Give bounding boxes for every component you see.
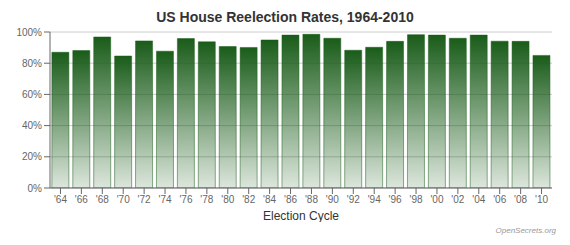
svg-text:'96: '96	[389, 194, 402, 205]
svg-text:'78: '78	[200, 194, 213, 205]
svg-text:'92: '92	[347, 194, 360, 205]
svg-text:'86: '86	[284, 194, 297, 205]
svg-text:'98: '98	[410, 194, 423, 205]
svg-text:'00: '00	[430, 194, 443, 205]
svg-text:40%: 40%	[22, 120, 42, 131]
svg-text:'82: '82	[242, 194, 255, 205]
svg-text:20%: 20%	[22, 151, 42, 162]
svg-text:60%: 60%	[22, 89, 42, 100]
svg-text:'10: '10	[535, 194, 548, 205]
svg-text:100%: 100%	[16, 27, 42, 38]
svg-text:'74: '74	[159, 194, 172, 205]
svg-text:'90: '90	[326, 194, 339, 205]
svg-text:'66: '66	[75, 194, 88, 205]
svg-text:'06: '06	[493, 194, 506, 205]
svg-text:'08: '08	[514, 194, 527, 205]
svg-text:'64: '64	[54, 194, 67, 205]
svg-text:'70: '70	[117, 194, 130, 205]
svg-text:80%: 80%	[22, 58, 42, 69]
svg-text:'02: '02	[451, 194, 464, 205]
svg-text:0%: 0%	[28, 183, 43, 194]
svg-text:'94: '94	[368, 194, 381, 205]
svg-text:'04: '04	[472, 194, 485, 205]
svg-text:'76: '76	[179, 194, 192, 205]
svg-text:'72: '72	[138, 194, 151, 205]
svg-text:'84: '84	[263, 194, 276, 205]
svg-text:'88: '88	[305, 194, 318, 205]
svg-text:'68: '68	[96, 194, 109, 205]
html-text:US House Reelection Rates, 196: US House Reelection Rates, 1964-2010	[156, 9, 414, 25]
html-text:OpenSecrets.org: OpenSecrets.org	[495, 226, 556, 235]
svg-text:'80: '80	[221, 194, 234, 205]
svg-text:Election Cycle: Election Cycle	[263, 209, 339, 222]
